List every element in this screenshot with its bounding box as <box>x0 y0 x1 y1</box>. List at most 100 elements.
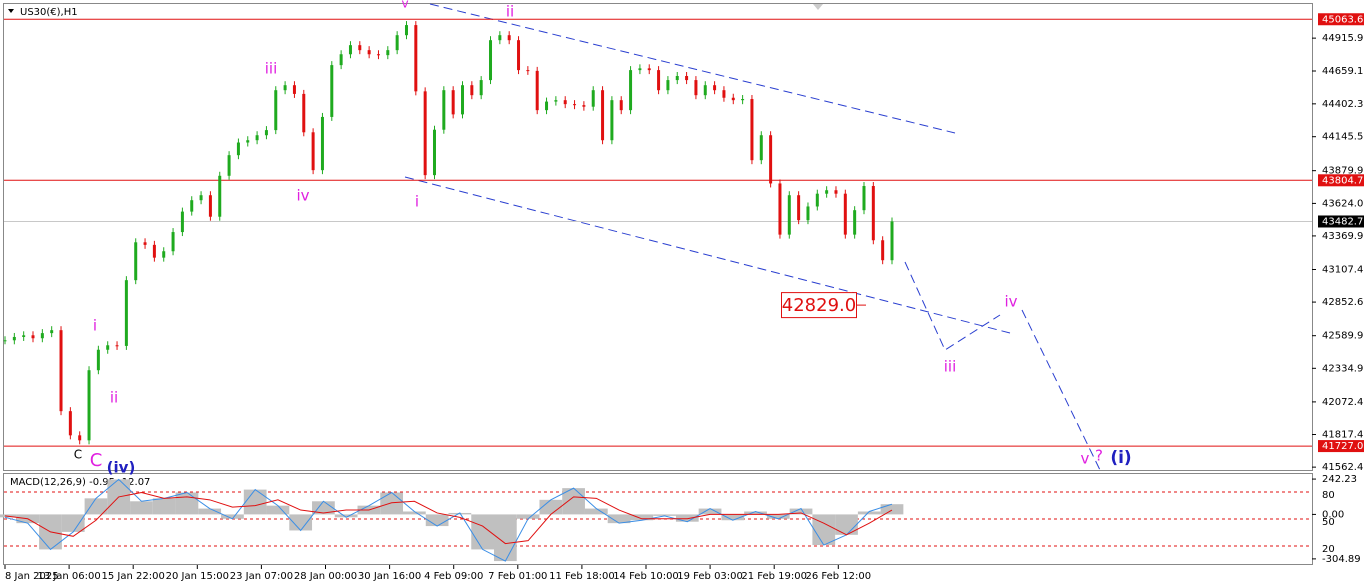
candle <box>59 330 63 412</box>
wave-label: iii <box>265 60 278 78</box>
candle <box>545 101 549 111</box>
macd-histogram <box>721 514 745 521</box>
candle <box>713 85 717 91</box>
candle <box>759 135 763 161</box>
macd-histogram <box>607 514 631 524</box>
candle <box>834 190 838 194</box>
candle <box>180 211 184 233</box>
projection-b <box>1021 309 1101 471</box>
macd-histogram <box>403 511 426 515</box>
wave-label: ii <box>110 389 118 407</box>
macd-histogram <box>516 514 540 519</box>
last-price-box <box>1318 215 1364 228</box>
macd-level-label: 80 <box>1322 490 1335 501</box>
candle <box>591 90 595 107</box>
candle <box>619 100 623 111</box>
candle <box>171 232 175 252</box>
wave-label: ii <box>506 3 514 21</box>
wave-label: i <box>415 193 419 211</box>
candle <box>22 335 26 337</box>
target-label: 42829.0 <box>782 295 856 316</box>
x-tick-label: 20 Jan 15:00 <box>166 571 229 582</box>
macd-histogram <box>698 508 722 515</box>
macd-level-label: 20 <box>1322 544 1335 555</box>
macd-histogram <box>584 508 608 515</box>
wave-label: (iv) <box>107 459 136 477</box>
macd-level-label: 50 <box>1322 517 1335 528</box>
target-box <box>781 292 857 319</box>
wave-label: (i) <box>1110 448 1131 468</box>
candle <box>12 336 16 341</box>
candle <box>666 80 670 91</box>
macd-histogram <box>653 514 676 516</box>
y-tick-label: 42589.9 <box>1322 331 1363 342</box>
projection-a <box>904 261 1001 351</box>
candle <box>843 193 847 235</box>
candle <box>339 54 343 66</box>
candle <box>601 90 605 141</box>
shift-marker <box>813 4 823 10</box>
y-tick-label: 42072.4 <box>1322 397 1363 408</box>
macd-histogram <box>744 511 767 515</box>
x-tick-label: 30 Jan 16:00 <box>358 571 421 582</box>
candle <box>442 90 446 130</box>
candle <box>507 35 511 41</box>
x-tick-label: 19 Feb 03:00 <box>677 571 743 582</box>
candle <box>96 349 100 371</box>
candle <box>479 80 483 96</box>
candle <box>386 50 390 56</box>
candle <box>330 65 334 117</box>
macd-histogram <box>289 514 313 531</box>
macd-histogram <box>766 514 790 519</box>
candle <box>348 45 352 55</box>
candle <box>638 68 642 71</box>
y-tick-label: 41562.4 <box>1322 462 1363 473</box>
candle <box>292 85 296 94</box>
x-tick-label: 7 Feb 01:00 <box>488 571 547 582</box>
candle <box>208 195 212 217</box>
y-tick-label: 43369.9 <box>1322 231 1363 242</box>
channel-lower <box>404 176 1011 334</box>
macd-histogram <box>175 492 199 515</box>
y-tick-label: 44915.9 <box>1322 33 1363 44</box>
candle <box>152 244 156 258</box>
macd-histogram <box>198 508 222 515</box>
macd-y-tick-label: -304.89 <box>1322 554 1361 565</box>
candle <box>563 100 567 105</box>
wave-label: v <box>401 0 408 11</box>
candle <box>881 240 885 261</box>
candle <box>78 435 82 441</box>
x-tick-label: 21 Feb 19:00 <box>741 571 807 582</box>
candle <box>423 91 427 176</box>
macd-histogram <box>380 492 404 515</box>
macd-histogram <box>221 514 244 519</box>
x-tick-label: 26 Feb 12:00 <box>805 571 871 582</box>
candle <box>461 85 465 115</box>
candle <box>3 340 7 342</box>
candle <box>489 40 493 81</box>
candle <box>778 183 782 235</box>
wave-label: C <box>90 450 103 471</box>
candle <box>31 335 35 339</box>
candle <box>320 116 324 171</box>
candle <box>414 25 418 92</box>
y-tick-label: 44402.3 <box>1322 99 1363 110</box>
candle <box>722 90 726 98</box>
candle <box>40 333 44 339</box>
x-tick-label: 8 Jan 2025 <box>5 571 59 582</box>
candle <box>535 70 539 111</box>
y-tick-label: 43624.0 <box>1322 198 1363 209</box>
macd-histogram <box>152 498 176 515</box>
candle <box>432 129 436 176</box>
level-label-box <box>1318 440 1364 453</box>
candle <box>376 54 380 56</box>
macd-histogram <box>630 514 654 521</box>
candle <box>311 132 315 171</box>
level-label: 45063.6 <box>1322 14 1363 25</box>
macd-histogram <box>539 499 563 515</box>
candle <box>199 195 203 201</box>
candle <box>274 90 278 131</box>
menu-arrow[interactable] <box>8 9 14 13</box>
wave-label: v <box>1081 450 1090 468</box>
